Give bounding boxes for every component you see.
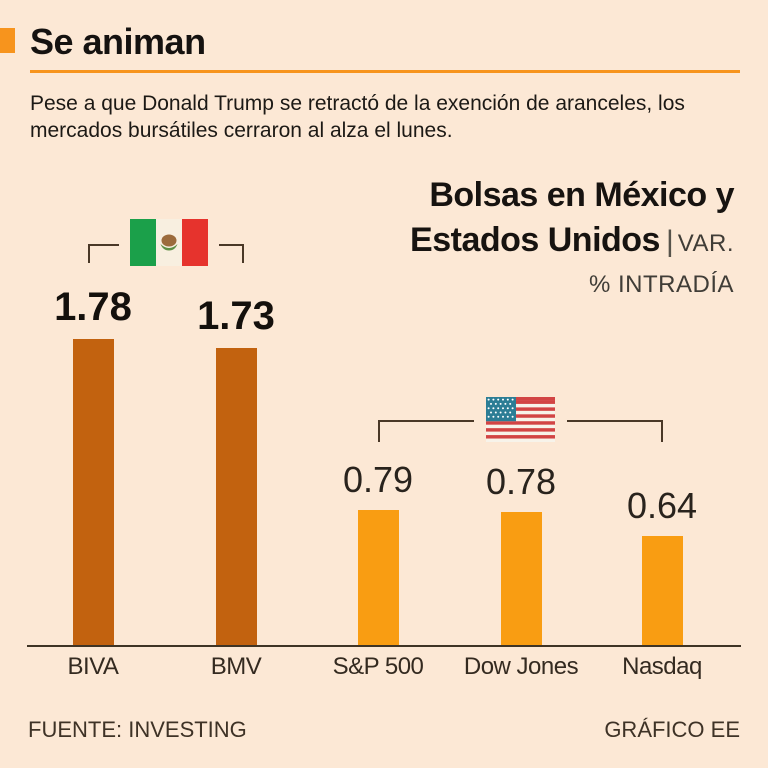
bar-group-biva: 1.78 (33, 287, 153, 647)
mexico-flag (119, 219, 219, 266)
accent-square (0, 28, 15, 53)
unit-label: % INTRADÍA (588, 271, 734, 298)
chart-title-line1: Bolsas en México y (429, 176, 734, 214)
bar-group-bmv: 1.73 (176, 296, 296, 647)
footer: FUENTE: INVESTING GRÁFICO EE (28, 717, 740, 743)
source-label: FUENTE: INVESTING (28, 717, 247, 742)
page-title: Se animan (30, 21, 206, 62)
axis-label-bmv: BMV (210, 653, 262, 680)
bar-biva (72, 339, 114, 647)
intro-text: Pese a que Donald Trump se retractó de l… (30, 92, 685, 142)
axis-label-sp500: S&P 500 (332, 653, 424, 680)
usa-flag (474, 397, 567, 442)
value-label-bmv: 1.73 (197, 294, 275, 338)
axis-label-biva: BIVA (67, 653, 119, 680)
bar-bmv (215, 348, 257, 647)
value-label-nasdaq: 0.64 (626, 485, 698, 526)
value-label-biva: 1.78 (54, 285, 132, 329)
mexico-flag-icon (130, 219, 208, 266)
value-label-sp500: 0.79 (342, 459, 414, 500)
title-divider (30, 70, 740, 73)
axis-label-nasdaq: Nasdaq (622, 653, 702, 680)
bar-sp500 (357, 510, 399, 647)
bar-nasdaq (641, 536, 683, 647)
chart-title-line2: Estados Unidos | VAR. (410, 221, 734, 259)
chart-title: Bolsas en México y Estados Unidos | VAR. %… (410, 176, 734, 303)
unit-label-line: % INTRADÍA (410, 270, 734, 303)
var-label: VAR. (677, 230, 734, 257)
axis-label-dowjones: Dow Jones (463, 653, 579, 680)
bar-group-sp500: 0.79 (318, 462, 438, 647)
usa-flag-icon (486, 397, 555, 442)
title-separator: | (665, 225, 674, 258)
credit-label: GRÁFICO EE (604, 717, 740, 742)
x-axis (27, 645, 741, 647)
bar-dowjones (500, 512, 542, 647)
bar-group-nasdaq: 0.64 (602, 488, 722, 647)
bar-group-dowjones: 0.78 (461, 464, 581, 647)
value-label-dowjones: 0.78 (485, 461, 557, 502)
